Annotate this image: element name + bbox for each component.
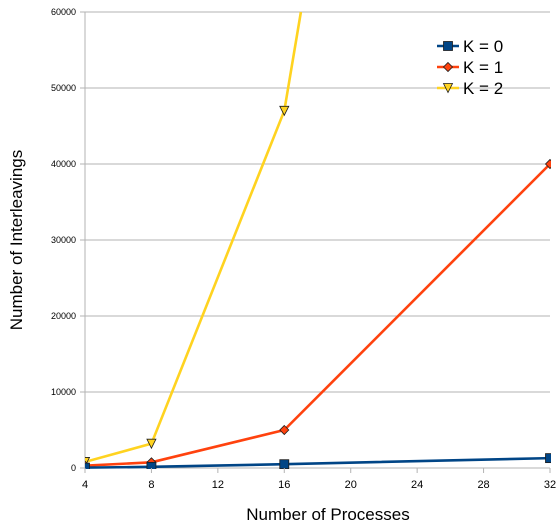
legend-marker <box>442 83 454 94</box>
legend: K = 0 K = 1 K = 2 <box>437 37 503 98</box>
series-0 <box>85 453 551 469</box>
y-tick-label: 40000 <box>51 159 76 169</box>
x-tick-label: 4 <box>82 479 88 491</box>
series-1 <box>85 158 551 469</box>
series-line <box>85 163 551 468</box>
legend-label: K = 1 <box>463 58 503 77</box>
y-axis-title: Number of Interleavings <box>7 150 26 330</box>
series-line <box>85 456 551 469</box>
x-tick-label: 32 <box>544 479 556 491</box>
data-point <box>146 461 157 469</box>
legend-marker <box>442 61 454 73</box>
x-tick-label: 8 <box>148 479 154 491</box>
series-2 <box>85 11 303 468</box>
y-tick-label: 60000 <box>51 7 76 17</box>
data-point <box>85 462 90 469</box>
x-tick-label: 16 <box>278 479 290 491</box>
x-tick-label: 24 <box>411 479 423 491</box>
data-point <box>544 158 551 170</box>
legend-label: K = 2 <box>463 79 503 98</box>
x-tick-label: 28 <box>477 479 489 491</box>
y-tick-label: 0 <box>71 463 76 473</box>
legend-label: K = 0 <box>463 37 503 56</box>
ticks-layer: 0 10000 20000 30000 40000 50000 60000 4 8 12 16 20 2… <box>51 7 556 491</box>
legend-marker <box>443 41 453 51</box>
y-tick-label: 50000 <box>51 83 76 93</box>
data-point <box>279 424 290 436</box>
y-tick-label: 30000 <box>51 235 76 245</box>
data-point <box>279 459 290 469</box>
x-tick-label: 20 <box>345 479 357 491</box>
series-layer <box>85 11 551 469</box>
x-tick-label: 12 <box>212 479 224 491</box>
y-tick-label: 20000 <box>51 311 76 321</box>
series-line <box>85 11 303 464</box>
data-point <box>146 438 157 450</box>
y-tick-label: 10000 <box>51 387 76 397</box>
x-axis-title: Number of Processes <box>246 505 409 524</box>
grid-layer <box>85 11 550 393</box>
data-point <box>545 453 551 464</box>
data-point <box>279 105 290 117</box>
